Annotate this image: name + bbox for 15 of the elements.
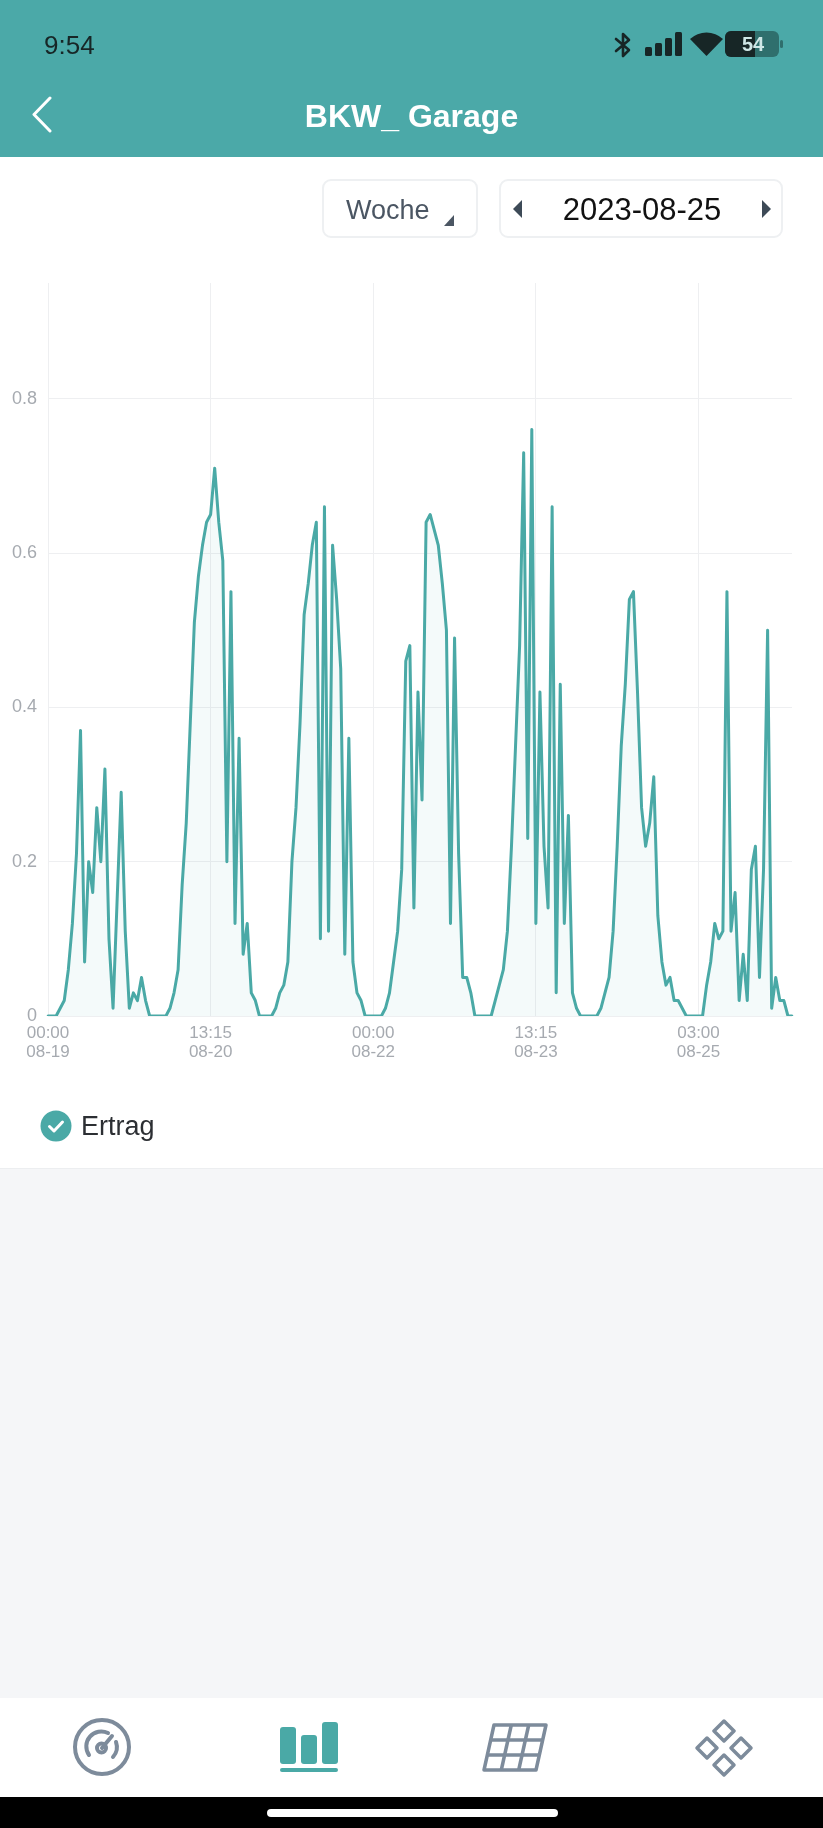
x-tick-label: 00:00 08-22	[351, 1023, 395, 1061]
text: 2023-08-25	[561, 192, 723, 227]
y-tick-label: 0.4	[11, 696, 37, 717]
x-tick-label: 13:15 08-23	[514, 1023, 558, 1061]
text: Woche	[346, 194, 430, 226]
y-tick-label: 0.2	[11, 850, 37, 871]
text: 9:54	[44, 30, 95, 60]
x-tick-label: 03:00 08-25	[676, 1023, 721, 1061]
y-tick-label: 0.6	[11, 542, 37, 563]
x-tick-label: 00:00 08-19	[26, 1023, 70, 1061]
x-tick-label: 13:15 08-20	[188, 1023, 233, 1061]
y-tick-label: 0	[26, 1004, 37, 1025]
chart-title: BKW_ Garage	[303, 97, 520, 135]
legend-label: Ertrag	[81, 1110, 155, 1142]
y-tick-label: 0.8	[11, 387, 37, 408]
